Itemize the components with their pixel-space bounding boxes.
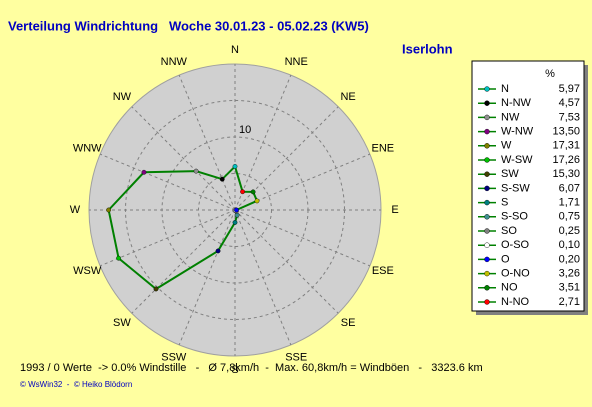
legend-label: N (501, 83, 509, 95)
legend-marker (484, 143, 490, 149)
location: Iserlohn (402, 41, 453, 56)
direction-label: N (231, 44, 239, 56)
spoke (131, 106, 236, 211)
legend-label: O-SO (501, 239, 530, 251)
point (254, 198, 260, 204)
legend-value: 3,51 (559, 282, 580, 294)
legend-value: 6,07 (559, 182, 580, 194)
legend-value: 4,57 (559, 97, 580, 109)
legend-value: 3,26 (559, 268, 580, 280)
spoke (234, 74, 292, 211)
legend-header: % (545, 68, 555, 80)
point (106, 207, 112, 213)
legend-label: NO (501, 282, 518, 294)
legend-label: S-SO (501, 211, 528, 223)
direction-label: WNW (73, 143, 102, 155)
point (193, 168, 199, 174)
direction-label: NW (113, 91, 132, 103)
direction-label: WSW (73, 265, 102, 277)
legend-value: 0,20 (559, 253, 580, 265)
legend-label: S (501, 197, 508, 209)
legend-value: 0,25 (559, 225, 580, 237)
legend-label: N-NW (501, 97, 532, 109)
direction-label: W (70, 204, 81, 216)
point (232, 164, 238, 169)
direction-label: NNW (161, 56, 188, 68)
legend-value: 15,30 (552, 168, 580, 180)
r-tick-label: 10 (239, 124, 251, 136)
legend-label: NW (501, 111, 520, 123)
point (116, 255, 121, 261)
direction-label: ESE (372, 265, 394, 277)
point (232, 220, 238, 225)
direction-label: ENE (372, 143, 395, 155)
legend-marker (484, 228, 490, 234)
spoke (234, 209, 371, 267)
legend-label: W-NW (501, 126, 534, 138)
legend-marker (484, 128, 490, 135)
legend-marker (484, 199, 490, 206)
spoke (234, 209, 292, 346)
footer: 1993 / 0 Werte -> 0.0% Windstille - Ø 7,… (20, 362, 483, 374)
legend-label: W (501, 140, 512, 152)
legend-marker (484, 157, 490, 163)
direction-label: SE (341, 317, 356, 329)
legend-value: 5,97 (559, 83, 580, 95)
legend-value: 13,50 (552, 126, 580, 138)
point (250, 189, 256, 195)
legend-label: O-NO (501, 268, 530, 280)
point (153, 286, 159, 292)
spoke (131, 209, 236, 314)
legend-value: 17,26 (552, 154, 580, 166)
legend-marker (484, 100, 490, 106)
direction-label: SW (113, 317, 131, 329)
spoke (178, 209, 236, 346)
direction-label: NNE (285, 56, 308, 68)
direction-label: SSW (161, 352, 187, 364)
direction-label: NE (340, 91, 355, 103)
point (215, 248, 221, 254)
legend-value: 0,75 (559, 211, 580, 223)
legend-marker (484, 299, 490, 305)
legend-marker (484, 214, 490, 220)
point (240, 189, 245, 195)
legend-marker (484, 185, 490, 192)
direction-label: E (391, 204, 398, 216)
point (219, 176, 225, 182)
legend-label: SW (501, 168, 519, 180)
direction-label: S (231, 364, 238, 376)
legend-value: 17,31 (552, 140, 580, 152)
point (234, 207, 239, 213)
legend-label: O (501, 253, 510, 265)
legend-marker (484, 114, 490, 121)
legend-marker (484, 256, 490, 263)
legend-value: 7,53 (559, 111, 580, 123)
legend-value: 0,10 (559, 239, 580, 251)
legend-label: S-SW (501, 182, 530, 194)
chart-title: Verteilung Windrichtung Woche 30.01.23 -… (8, 18, 369, 33)
point (141, 169, 147, 175)
legend-marker (484, 270, 490, 277)
direction-label: SSE (285, 352, 307, 364)
legend-value: 2,71 (559, 296, 580, 308)
legend-value: 1,71 (559, 197, 580, 209)
legend-marker (484, 86, 490, 92)
spoke (234, 209, 339, 314)
legend-marker (484, 171, 490, 177)
legend-marker (484, 285, 490, 291)
spoke (178, 74, 236, 211)
spoke (99, 153, 236, 211)
copyright: © WsWin32 - © Heiko Blödorn (20, 380, 132, 389)
legend-label: W-SW (501, 154, 533, 166)
legend-label: N-NO (501, 296, 530, 308)
spoke (99, 209, 236, 267)
legend-marker (484, 242, 490, 248)
legend-label: SO (501, 225, 517, 237)
